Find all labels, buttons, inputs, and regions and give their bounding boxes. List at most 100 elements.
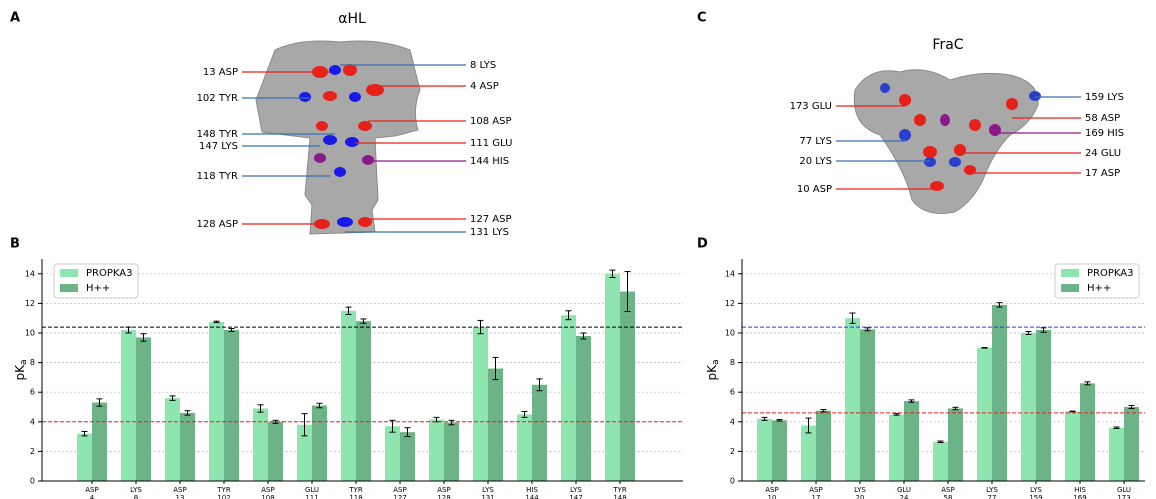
bar <box>297 424 312 481</box>
error-bar <box>81 430 88 437</box>
x-tick-label: LYS 20 <box>854 486 866 499</box>
error-bar <box>257 404 264 413</box>
error-bar <box>316 402 323 409</box>
error-bar <box>893 413 900 416</box>
y-tick-label: 14 <box>725 269 735 278</box>
x-tick-label: LYS 159 <box>1029 486 1042 499</box>
structure-title: αHL <box>338 11 366 27</box>
protein-frac <box>853 69 1041 214</box>
y-tick-label: 10 <box>25 329 35 338</box>
legend-label: PROPKA3 <box>1087 268 1133 279</box>
bar <box>860 329 875 481</box>
x-tick-label: TYR 102 <box>216 486 231 499</box>
bar <box>444 422 459 481</box>
bar <box>77 433 92 481</box>
residue-label: 118 TYR <box>197 171 238 182</box>
residue-label: 111 GLU <box>470 138 512 149</box>
bar <box>136 337 151 481</box>
y-tick-label: 4 <box>30 417 35 426</box>
bar <box>180 412 195 481</box>
error-bar <box>1040 327 1047 333</box>
bar <box>933 441 948 481</box>
protein-ahl <box>255 40 421 235</box>
residue-label: 102 TYR <box>197 93 238 104</box>
error-bar <box>1128 405 1135 409</box>
error-bar <box>1025 331 1032 335</box>
bar <box>904 401 919 481</box>
error-bar <box>169 395 176 401</box>
error-bar <box>404 427 411 438</box>
legend-label: PROPKA3 <box>86 268 132 279</box>
panel-label: C <box>697 11 707 26</box>
y-tick-label: 6 <box>730 388 735 397</box>
bar <box>488 368 503 481</box>
error-bar <box>981 347 988 349</box>
x-tick-label: GLU 24 <box>897 486 911 499</box>
error-bar <box>580 332 587 340</box>
bar <box>757 418 772 481</box>
error-bar <box>213 320 220 324</box>
bar <box>165 398 180 481</box>
error-bar <box>536 378 543 392</box>
bar <box>1036 330 1051 481</box>
error-bar <box>272 419 279 424</box>
bar <box>605 273 620 481</box>
legend-label: H++ <box>86 283 110 294</box>
error-bar <box>609 269 616 278</box>
error-bar <box>301 413 308 437</box>
bar <box>209 321 224 481</box>
y-axis-label-sub: a <box>711 359 721 365</box>
error-bar <box>805 417 812 434</box>
y-tick-label: 6 <box>30 388 35 397</box>
x-tick-label: ASP 108 <box>261 486 274 499</box>
bar <box>977 347 992 481</box>
bar <box>121 330 136 481</box>
residue-label: 4 ASP <box>470 81 499 92</box>
residue-label: 17 ASP <box>1085 168 1120 179</box>
bar <box>1065 411 1080 481</box>
bar <box>1080 383 1095 481</box>
bar <box>1109 427 1124 481</box>
bar <box>400 432 415 481</box>
x-tick-label: ASP 17 <box>809 486 822 499</box>
residue-label: 128 ASP <box>197 219 238 230</box>
bar <box>1124 407 1139 481</box>
y-tick-label: 8 <box>730 358 735 367</box>
error-bar <box>952 406 959 411</box>
error-bar <box>345 306 352 315</box>
x-tick-label: LYS 77 <box>986 486 998 499</box>
error-bar <box>492 356 499 381</box>
x-tick-label: ASP 13 <box>173 486 186 499</box>
bar <box>576 335 591 481</box>
bar <box>224 330 239 481</box>
bar <box>1021 333 1036 481</box>
bar <box>312 405 327 481</box>
bar <box>845 318 860 481</box>
error-bar <box>864 327 871 332</box>
bar <box>517 414 532 481</box>
legend-swatch <box>1061 284 1079 292</box>
y-axis-label: pKa <box>13 359 29 380</box>
residue-label: 20 LYS <box>799 156 832 167</box>
residue-label: 131 LYS <box>470 227 509 238</box>
y-tick-label: 2 <box>730 447 735 456</box>
legend-swatch <box>1061 269 1079 277</box>
error-bar <box>908 399 915 403</box>
residue-label: 169 HIS <box>1085 128 1124 139</box>
panel-label: D <box>697 237 708 252</box>
error-bar <box>996 302 1003 308</box>
error-bar <box>228 328 235 333</box>
error-bar <box>937 440 944 444</box>
legend-label: H++ <box>1087 283 1111 294</box>
y-tick-label: 10 <box>725 329 735 338</box>
bar <box>429 419 444 481</box>
residue-label: 77 LYS <box>799 136 832 147</box>
error-bar <box>1069 410 1076 413</box>
x-tick-label: HIS 144 <box>525 486 539 499</box>
bar <box>816 410 831 481</box>
bar <box>92 402 107 481</box>
x-tick-label: ASP 127 <box>393 486 406 499</box>
residue-label: 108 ASP <box>470 116 511 127</box>
y-tick-label: 12 <box>25 299 35 308</box>
